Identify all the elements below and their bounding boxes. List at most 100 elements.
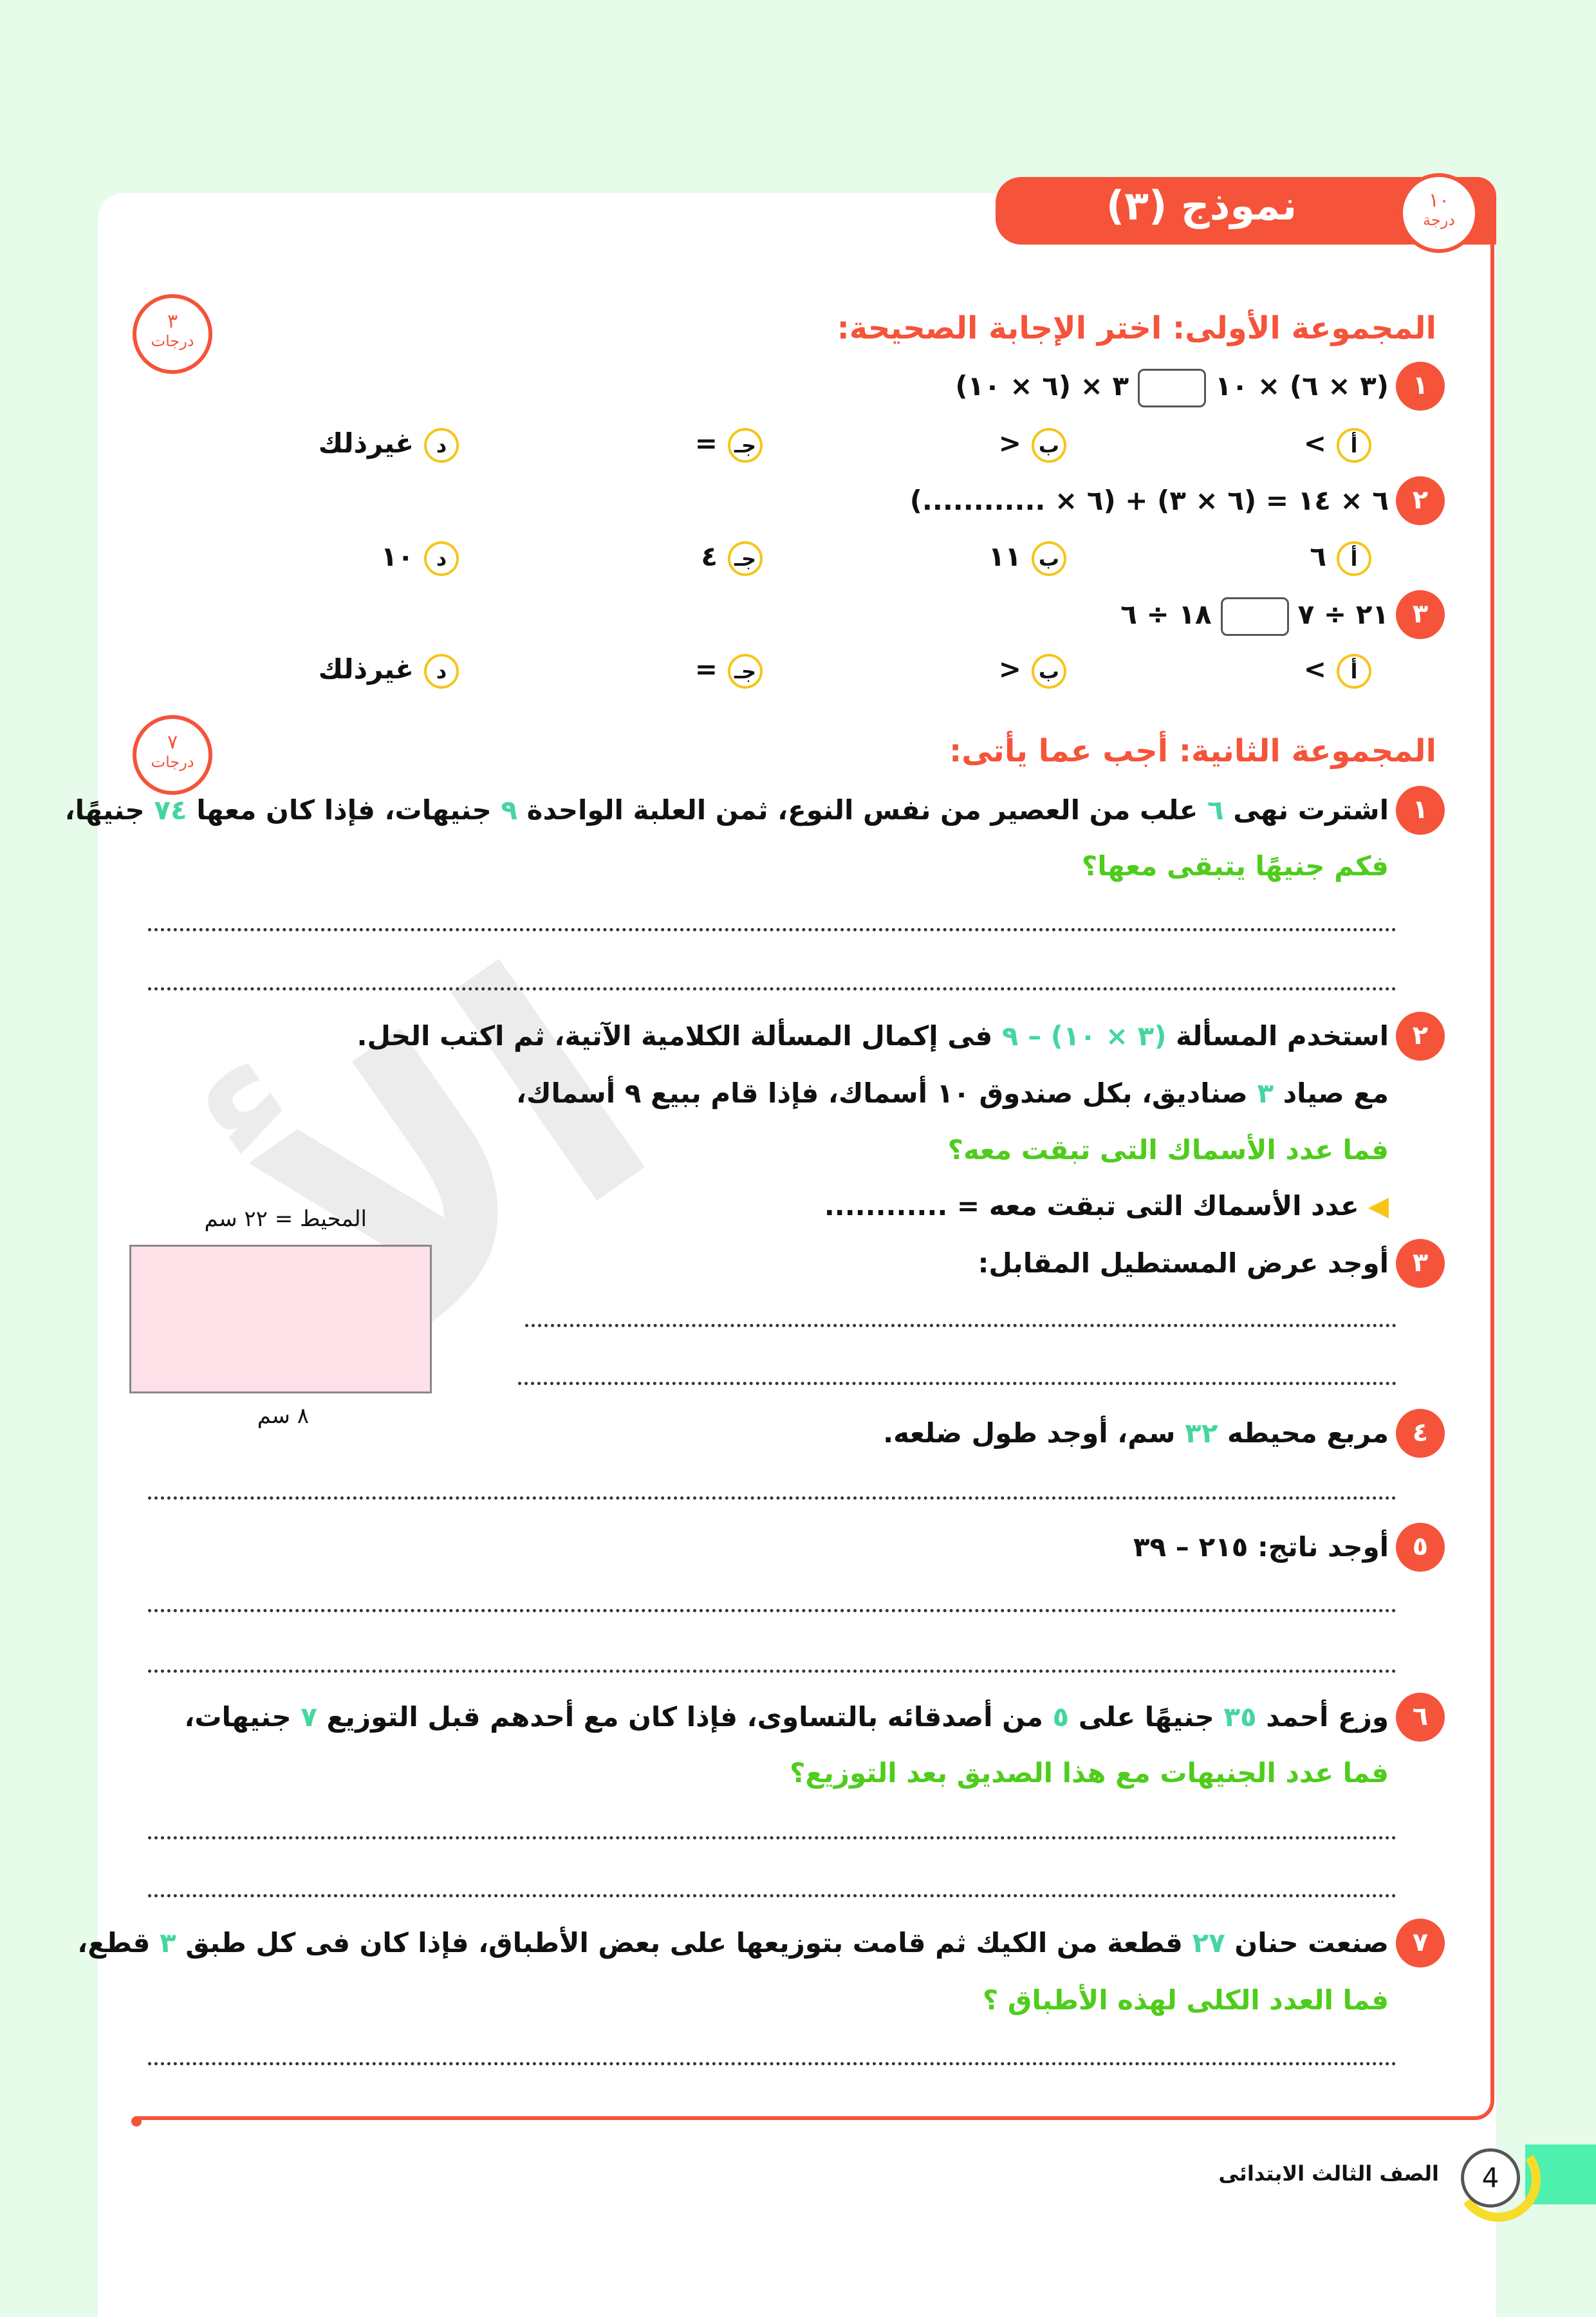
text-segment: جنيهات، فإذا كان معها	[187, 794, 501, 826]
worksheet-frame	[135, 193, 1494, 2120]
answer-line[interactable]	[525, 1324, 1396, 1327]
problem-2-text: استخدم المسألة (٣ × ١٠) – ٩ فى إكمال الم…	[357, 1017, 1389, 1056]
option-letter: ب	[1032, 541, 1066, 576]
group1-score-unit: درجات	[151, 332, 194, 350]
page-title: نموذج (٣)	[1106, 182, 1297, 229]
text-segment: اشترت نهى	[1223, 794, 1389, 826]
highlighted-number: ٩	[501, 794, 518, 826]
option-value: <	[1303, 427, 1326, 459]
option-value: ٤	[701, 541, 718, 572]
option-4[interactable]: د غيرذلك	[319, 650, 459, 689]
option-3[interactable]: جـ =	[695, 650, 763, 689]
expression-left: ٢١ ÷ ٧	[1297, 599, 1389, 630]
highlighted-number: ٣	[1257, 1077, 1274, 1109]
problem-7-question: فما العدد الكلى لهذه الأطباق ؟	[982, 1984, 1389, 2016]
option-value: >	[998, 427, 1021, 459]
text-segment: فى إكمال المسألة الكلامية الآتية، ثم اكت…	[357, 1020, 1002, 1052]
option-value: =	[694, 653, 718, 685]
problem-6-text: وزع أحمد ٣٥ جنيهًا على ٥ من أصدقائه بالت…	[184, 1698, 1389, 1736]
option-2[interactable]: ب ١١	[988, 537, 1066, 576]
option-letter: د	[424, 653, 459, 689]
highlighted-number: ٦	[1207, 794, 1224, 826]
highlighted-number: ٧٤	[154, 794, 187, 826]
option-1[interactable]: أ<	[1304, 650, 1371, 689]
page-number: 4	[1461, 2148, 1520, 2208]
option-3[interactable]: جـ =	[695, 424, 763, 463]
text-segment: أوجد عرض المستطيل المقابل:	[978, 1247, 1389, 1279]
answer-line[interactable]	[518, 1382, 1396, 1385]
text-segment: جنيهات،	[184, 1701, 301, 1733]
option-1[interactable]: أ<	[1304, 424, 1371, 463]
group1-score-badge: ٣ درجات	[133, 294, 212, 374]
text-segment: علب من العصير من نفس النوع، ثمن العلبة ا…	[517, 794, 1207, 826]
highlighted-number: ٣	[159, 1927, 176, 1959]
answer-line[interactable]	[148, 1496, 1396, 1500]
mcq-1-statement: (٣ × ٦) × ١٠ ٣ × (٦ × ١٠)	[955, 367, 1389, 407]
problem-2-story: مع صياد ٣ صناديق، بكل صندوق ١٠ أسماك، فإ…	[516, 1074, 1389, 1113]
question-number: ٦	[1396, 1693, 1445, 1742]
problem-1-question: فكم جنيهًا يتبقى معها؟	[1081, 850, 1389, 882]
group2-heading: المجموعة الثانية: أجب عما يأتى:	[949, 733, 1436, 769]
answer-line[interactable]	[148, 1894, 1396, 1897]
problem-2-answer-prompt: ◀ عدد الأسماك التى تبقت معه = ...........…	[824, 1187, 1389, 1225]
text-segment: مع صياد	[1274, 1077, 1389, 1109]
question-number: ١	[1396, 362, 1445, 411]
question-number: ٣	[1396, 1239, 1445, 1288]
option-letter: جـ	[728, 653, 763, 689]
answer-box[interactable]	[1138, 368, 1207, 407]
option-2[interactable]: ب>	[999, 650, 1066, 689]
total-score-value: ١٠	[1428, 189, 1450, 212]
question-number: ٧	[1396, 1919, 1445, 1968]
option-value: غيرذلك	[318, 427, 414, 459]
answer-box[interactable]	[1220, 597, 1289, 636]
text-segment: مربع محيطه	[1218, 1417, 1389, 1449]
text-segment: قطع،	[77, 1927, 160, 1959]
option-1[interactable]: أ٦	[1310, 537, 1371, 576]
expression-left: (٣ × ٦) × ١٠	[1215, 370, 1389, 402]
option-3[interactable]: جـ ٤	[701, 537, 763, 576]
text-segment: صنعت حنان	[1225, 1927, 1389, 1959]
text-segment: أوجد ناتج: ٢١٥ – ٣٩	[1133, 1531, 1389, 1563]
option-4[interactable]: د غيرذلك	[319, 424, 459, 463]
text-segment: جنيهًا،	[64, 794, 154, 826]
problem-3-text: أوجد عرض المستطيل المقابل:	[978, 1244, 1389, 1283]
problem-7-text: صنعت حنان ٢٧ قطعة من الكيك ثم قامت بتوزي…	[77, 1924, 1389, 1962]
mcq-2-statement: ٦ × ١٤ = (٦ × ٣) + (٦ × ............)	[909, 485, 1389, 516]
answer-line[interactable]	[148, 987, 1396, 991]
highlighted-number: ٧	[301, 1701, 317, 1733]
problem-1-text: اشترت نهى ٦ علب من العصير من نفس النوع، …	[65, 791, 1389, 830]
option-letter: د	[424, 427, 459, 463]
option-2[interactable]: ب>	[999, 424, 1066, 463]
answer-line[interactable]	[148, 1670, 1396, 1673]
option-letter: ب	[1032, 653, 1066, 689]
highlighted-number: ٥	[1052, 1701, 1070, 1733]
frame-end-dot	[131, 2116, 142, 2126]
group2-score-unit: درجات	[151, 753, 194, 771]
option-4[interactable]: د ١٠	[381, 537, 459, 576]
text-segment: سم، أوجد طول ضلعه.	[883, 1417, 1185, 1449]
highlighted-number: ٢٧	[1192, 1927, 1225, 1959]
answer-line[interactable]	[148, 1836, 1396, 1839]
option-value: ١١	[988, 541, 1021, 572]
answer-line[interactable]	[148, 928, 1396, 931]
mcq-3-statement: ٢١ ÷ ٧ ١٨ ÷ ٦	[1120, 595, 1389, 636]
option-letter: جـ	[728, 541, 763, 576]
question-number: ٣	[1396, 590, 1445, 639]
answer-line[interactable]	[148, 2062, 1396, 2065]
grade-label: الصف الثالث الابتدائى	[1218, 2161, 1439, 2186]
answer-line[interactable]	[148, 1609, 1396, 1612]
option-value: =	[694, 427, 718, 459]
expression-right: ١٨ ÷ ٦	[1120, 599, 1212, 630]
group2-score-value: ٧	[167, 731, 178, 754]
question-number: ٢	[1396, 1012, 1445, 1061]
highlighted-number: (٣ × ١٠) – ٩	[1001, 1020, 1167, 1052]
group1-score-value: ٣	[167, 310, 178, 333]
text-segment: من أصدقائه بالتساوى، فإذا كان مع أحدهم ق…	[317, 1701, 1053, 1733]
text-segment: وزع أحمد	[1256, 1701, 1389, 1733]
triangle-pointer-icon: ◀	[1368, 1190, 1389, 1222]
group2-score-badge: ٧ درجات	[133, 715, 212, 795]
text-segment: صناديق، بكل صندوق ١٠ أسماك، فإذا قام ببي…	[516, 1077, 1257, 1109]
total-score-unit: درجة	[1423, 211, 1455, 229]
rectangle-figure	[129, 1245, 432, 1393]
problem-6-question: فما عدد الجنيهات مع هذا الصديق بعد التوز…	[789, 1757, 1389, 1789]
